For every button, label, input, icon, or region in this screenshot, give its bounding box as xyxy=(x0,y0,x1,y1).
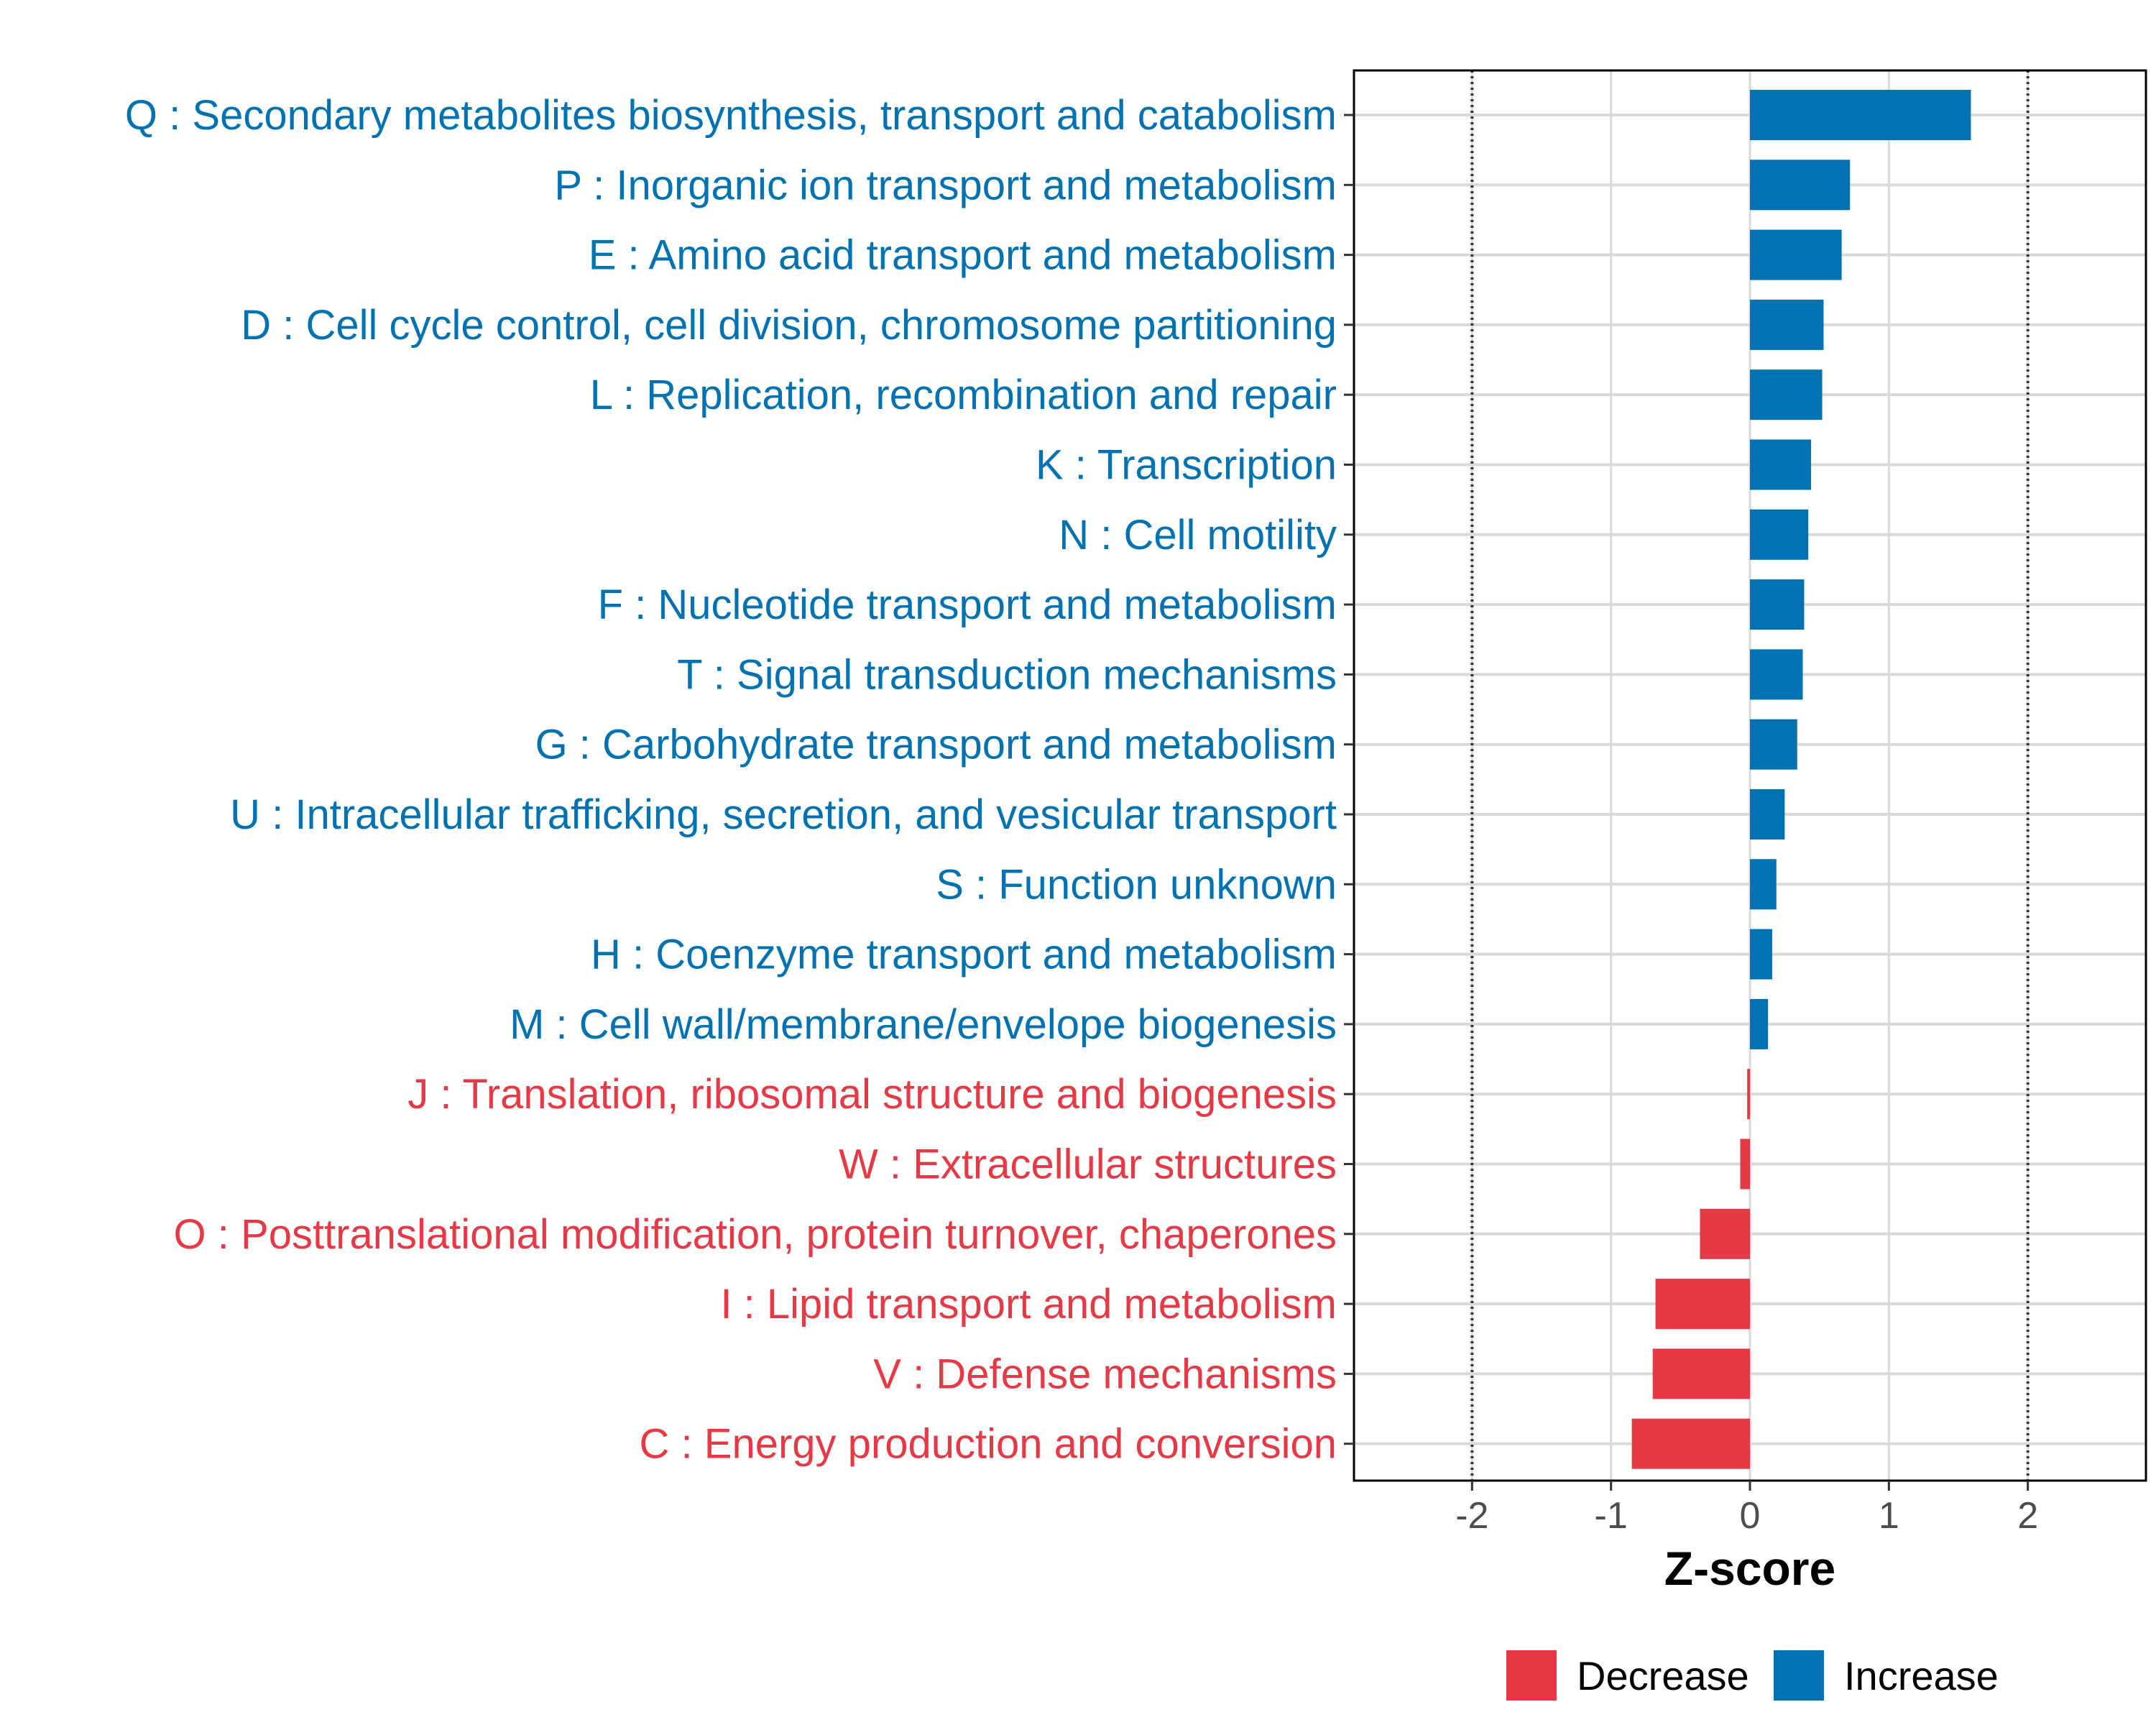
x-axis-title: Z-score xyxy=(1664,1542,1835,1595)
legend-label: Decrease xyxy=(1577,1653,1749,1698)
legend-swatch xyxy=(1506,1650,1557,1701)
category-label: F : Nucleotide transport and metabolism xyxy=(598,581,1337,628)
x-axis-ticks: -2 -1 0 1 2 xyxy=(1455,1481,2038,1537)
bar xyxy=(1750,649,1803,700)
x-tick-label: 1 xyxy=(1879,1495,1899,1537)
bar xyxy=(1750,929,1772,980)
bar xyxy=(1750,579,1805,630)
bar xyxy=(1750,229,1842,280)
category-label: J : Translation, ribosomal structure and… xyxy=(407,1071,1337,1118)
bar xyxy=(1750,719,1797,770)
category-label: K : Transcription xyxy=(1036,442,1337,489)
bar xyxy=(1750,859,1777,910)
category-label: U : Intracellular trafficking, secretion… xyxy=(230,791,1337,838)
category-label: N : Cell motility xyxy=(1059,512,1337,558)
category-labels: Q : Secondary metabolites biosynthesis, … xyxy=(125,92,1337,1468)
category-label: T : Signal transduction mechanisms xyxy=(677,651,1337,698)
bar xyxy=(1750,789,1785,840)
legend-swatch xyxy=(1774,1650,1824,1701)
category-label: I : Lipid transport and metabolism xyxy=(720,1281,1337,1328)
bar xyxy=(1750,439,1812,490)
bar xyxy=(1747,1069,1750,1120)
bar xyxy=(1750,998,1769,1049)
bar xyxy=(1750,509,1809,560)
category-label: G : Carbohydrate transport and metabolis… xyxy=(535,722,1337,768)
y-axis-ticks xyxy=(1344,114,1354,1445)
bar xyxy=(1750,160,1851,211)
category-label: H : Coenzyme transport and metabolism xyxy=(591,932,1337,978)
x-tick-label: 0 xyxy=(1740,1495,1761,1537)
category-label: S : Function unknown xyxy=(936,861,1337,908)
bars xyxy=(1631,90,1971,1469)
grid-lines xyxy=(1354,70,2146,1481)
bar xyxy=(1750,369,1823,420)
bar xyxy=(1631,1418,1750,1469)
legend-label: Increase xyxy=(1844,1653,1999,1698)
category-label: L : Replication, recombination and repai… xyxy=(590,372,1337,418)
x-tick-label: -2 xyxy=(1455,1495,1488,1537)
x-tick-label: 2 xyxy=(2017,1495,2038,1537)
category-label: P : Inorganic ion transport and metaboli… xyxy=(554,162,1337,208)
category-label: W : Extracellular structures xyxy=(839,1141,1337,1188)
category-label: E : Amino acid transport and metabolism xyxy=(589,232,1337,279)
bar xyxy=(1740,1138,1750,1190)
category-label: C : Energy production and conversion xyxy=(640,1421,1337,1468)
bar xyxy=(1652,1348,1750,1399)
x-tick-label: -1 xyxy=(1595,1495,1628,1537)
category-label: V : Defense mechanisms xyxy=(873,1351,1337,1397)
category-label: D : Cell cycle control, cell division, c… xyxy=(241,302,1337,349)
category-label: M : Cell wall/membrane/envelope biogenes… xyxy=(510,1001,1337,1048)
bar xyxy=(1750,299,1824,350)
category-label: O : Posttranslational modification, prot… xyxy=(174,1211,1337,1258)
bar xyxy=(1655,1279,1750,1330)
legend: Decrease Increase xyxy=(1506,1650,1999,1701)
category-label: Q : Secondary metabolites biosynthesis, … xyxy=(125,92,1337,139)
bar xyxy=(1750,90,1971,140)
bar xyxy=(1700,1208,1750,1259)
